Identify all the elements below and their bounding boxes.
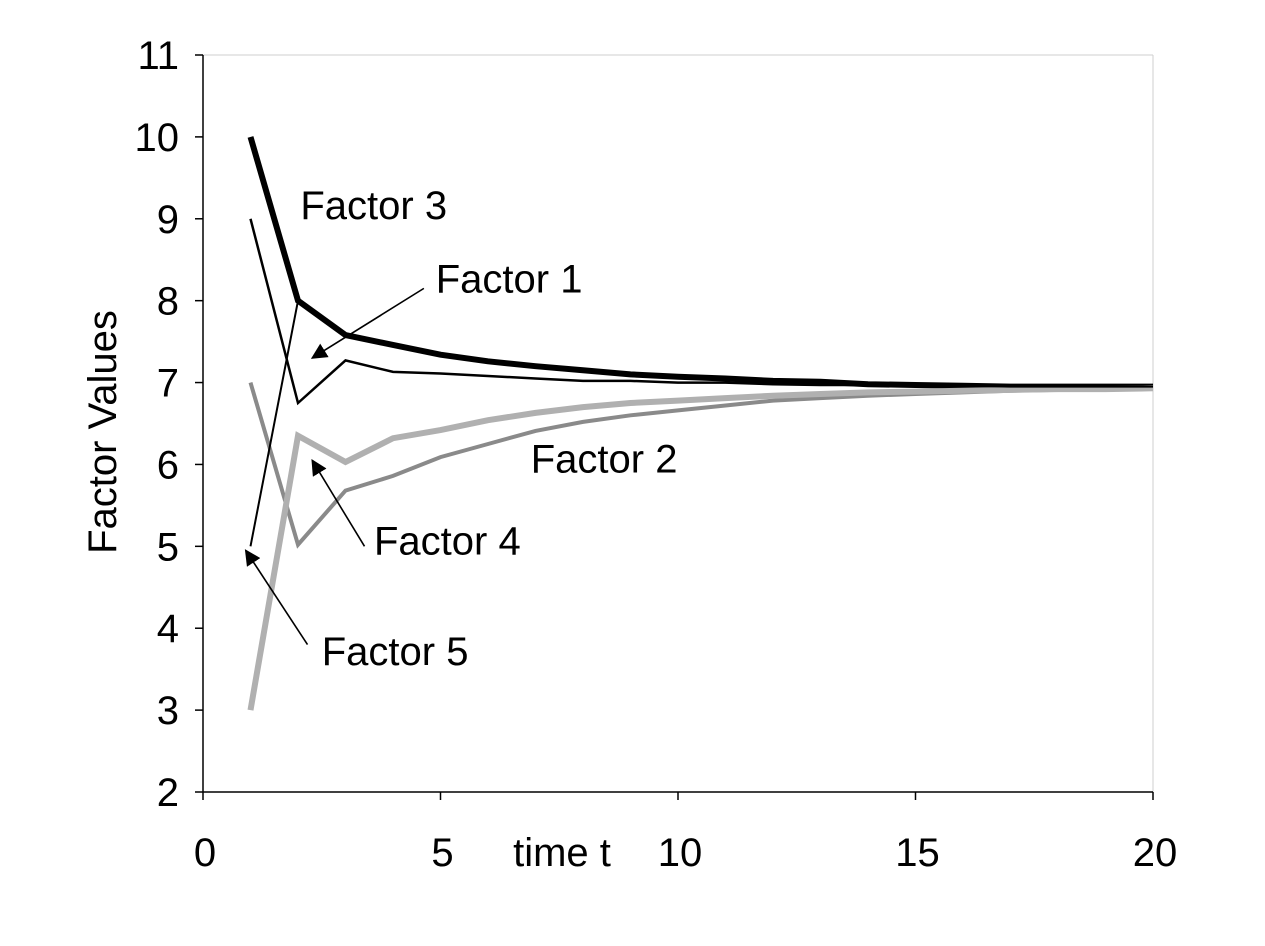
y-tick-label: 6	[157, 443, 179, 487]
y-tick-label: 11	[137, 34, 179, 78]
y-tick-label: 5	[157, 525, 179, 569]
factor-1-arrow	[310, 287, 425, 359]
factor-3-label: Factor 3	[300, 184, 447, 228]
x-tick-label: 5	[431, 831, 453, 875]
factor-3-line	[247, 136, 1153, 390]
x-axis: 0 5 10 15 20	[194, 792, 1177, 875]
plot-frame	[202, 54, 1154, 793]
y-axis-label: Factor Values	[81, 310, 125, 554]
x-axis-label: time t	[513, 831, 611, 875]
factor-4-arrow	[311, 458, 366, 547]
y-tick-label: 10	[135, 116, 180, 160]
factor-1-label: Factor 1	[436, 257, 583, 301]
x-tick-label: 15	[895, 831, 940, 875]
y-axis: 2 3 4 5 6 7 8 9 10 11	[135, 34, 203, 815]
x-tick-label: 0	[194, 831, 216, 875]
factor-5-line	[249, 298, 1153, 547]
factor-4-line	[247, 385, 1154, 711]
y-tick-label: 9	[157, 198, 179, 242]
factor-5-arrow	[244, 549, 309, 646]
y-tick-label: 3	[157, 689, 179, 733]
y-tick-label: 4	[157, 607, 179, 651]
y-tick-label: 7	[157, 362, 179, 406]
series-lines	[247, 136, 1154, 711]
factor-2-label: Factor 2	[531, 438, 678, 482]
y-tick-label: 8	[157, 280, 179, 324]
factor-4-label: Factor 4	[374, 520, 521, 564]
x-tick-label: 10	[658, 831, 703, 875]
x-tick-label: 20	[1133, 831, 1178, 875]
factor-5-label: Factor 5	[322, 630, 469, 674]
y-tick-label: 2	[157, 771, 179, 815]
